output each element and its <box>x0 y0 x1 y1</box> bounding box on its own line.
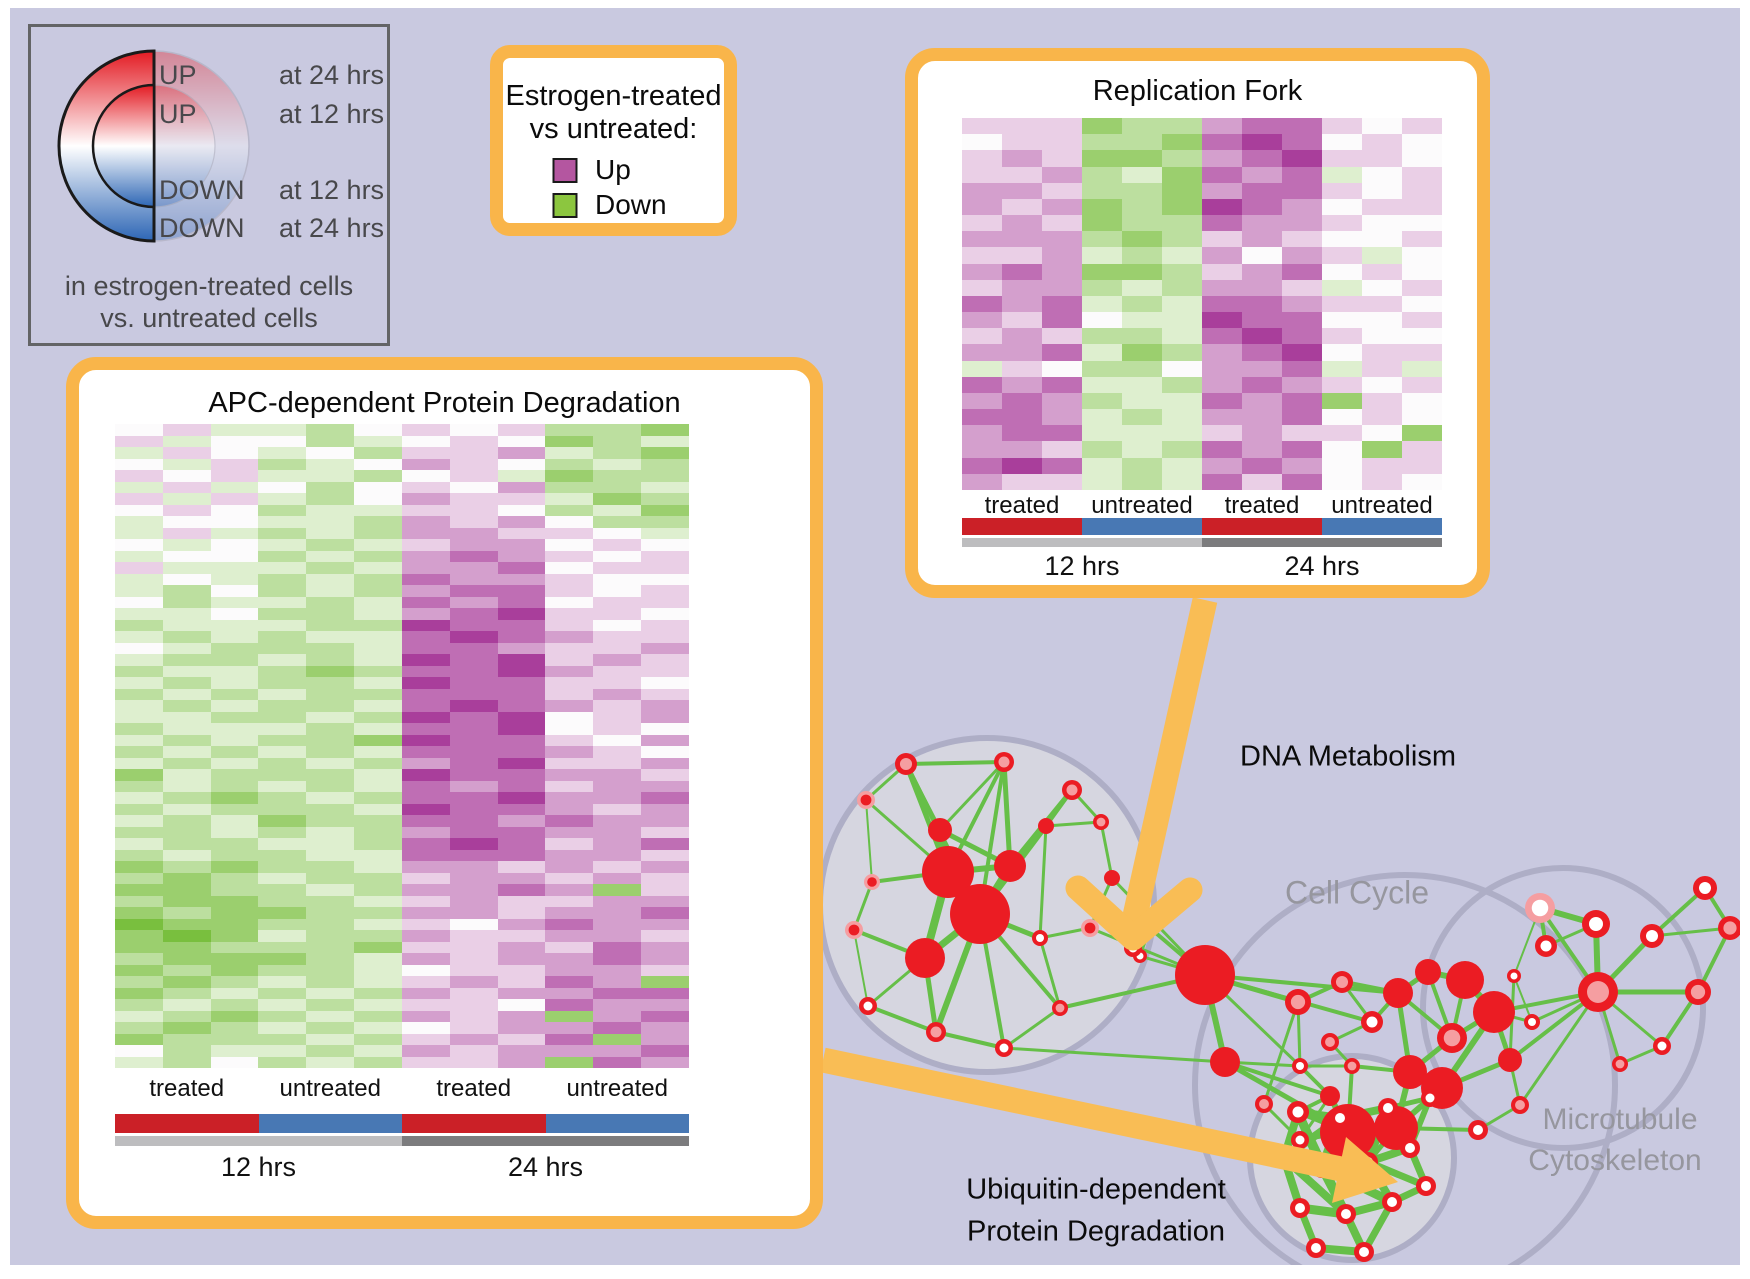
dna-metabolism-label: DNA Metabolism <box>1240 740 1456 773</box>
apc-treated-bar-24 <box>402 1114 546 1133</box>
apc-group-label-untreated-12: untreated <box>279 1075 381 1102</box>
legend-up-24-dir: UP <box>159 60 197 90</box>
network-diagram <box>817 597 1740 1265</box>
apc-24hrs-bar <box>402 1136 689 1146</box>
microtubule-label-line2: Cytoskeleton <box>1528 1144 1702 1177</box>
rf-group-label-treated-12: treated <box>984 492 1060 519</box>
legend-down-12-dir: DOWN <box>159 175 245 205</box>
rf-12hrs-bar <box>962 538 1202 547</box>
updown-legend-title-line2: vs untreated: <box>529 113 698 145</box>
cell-cycle-label: Cell Cycle <box>1284 874 1430 911</box>
apc-panel: APC-dependent Protein Degradation treate… <box>66 357 823 1229</box>
apc-24hrs-label: 24 hrs <box>507 1152 584 1182</box>
updown-legend-box: Estrogen-treated vs untreated: Up Down <box>490 45 737 236</box>
apc-treated-bar-12 <box>115 1114 259 1133</box>
rf-group-label-untreated-24: untreated <box>1331 492 1433 519</box>
rf-group-label-treated-24: treated <box>1224 492 1300 519</box>
updown-legend-title-line1: Estrogen-treated <box>505 80 722 112</box>
legend-up-12-dir: UP <box>159 99 197 129</box>
rf-heatmap <box>962 118 1442 490</box>
rf-12hrs-label: 12 hrs <box>1044 551 1120 581</box>
replication-fork-panel: Replication Fork treated untreated treat… <box>905 48 1490 598</box>
apc-12hrs-label: 12 hrs <box>220 1152 297 1182</box>
rf-untreated-bar-12 <box>1082 518 1202 535</box>
legend-down-24-dir: DOWN <box>159 213 245 243</box>
rf-treated-bar-12 <box>962 518 1082 535</box>
ubiquitin-label-line1: Ubiquitin-dependent <box>966 1173 1226 1206</box>
inner-circle-left-half <box>91 83 156 209</box>
apc-group-label-treated-24: treated <box>436 1075 512 1102</box>
down-label: Down <box>595 189 667 220</box>
legend-up-12-time: at 12 hrs <box>279 99 385 129</box>
concentric-timepoint-diagram <box>57 49 250 243</box>
rf-24hrs-bar <box>1202 538 1442 547</box>
down-color-swatch <box>552 192 577 218</box>
inner-circle-right-half <box>153 84 216 208</box>
rf-group-label-untreated-12: untreated <box>1091 492 1193 519</box>
apc-untreated-bar-12 <box>258 1114 402 1133</box>
legend-down-24-time: at 24 hrs <box>279 213 385 243</box>
ubiquitin-label-line2: Protein Degradation <box>967 1215 1225 1248</box>
apc-heatmap <box>115 424 689 1068</box>
apc-panel-title: APC-dependent Protein Degradation <box>208 387 681 419</box>
microtubule-label-line1: Microtubule <box>1542 1103 1698 1136</box>
apc-untreated-bar-24 <box>545 1114 689 1133</box>
timepoint-legend-box: UP at 24 hrs UP at 12 hrs DOWN at 12 hrs… <box>28 24 390 346</box>
rf-24hrs-label: 24 hrs <box>1284 551 1360 581</box>
legend-caption-line1: in estrogen-treated cells <box>64 271 354 301</box>
up-color-swatch <box>552 157 577 183</box>
legend-down-12-time: at 12 hrs <box>279 175 385 205</box>
rf-panel-title: Replication Fork <box>1092 75 1303 107</box>
up-label: Up <box>595 154 631 185</box>
apc-group-label-treated-12: treated <box>149 1075 225 1102</box>
rf-treated-bar-24 <box>1202 518 1322 535</box>
apc-12hrs-bar <box>115 1136 402 1146</box>
legend-up-24-time: at 24 hrs <box>279 60 385 90</box>
rf-untreated-bar-24 <box>1322 518 1442 535</box>
legend-caption-line2: vs. untreated cells <box>100 303 318 333</box>
apc-group-label-untreated-24: untreated <box>566 1075 668 1102</box>
